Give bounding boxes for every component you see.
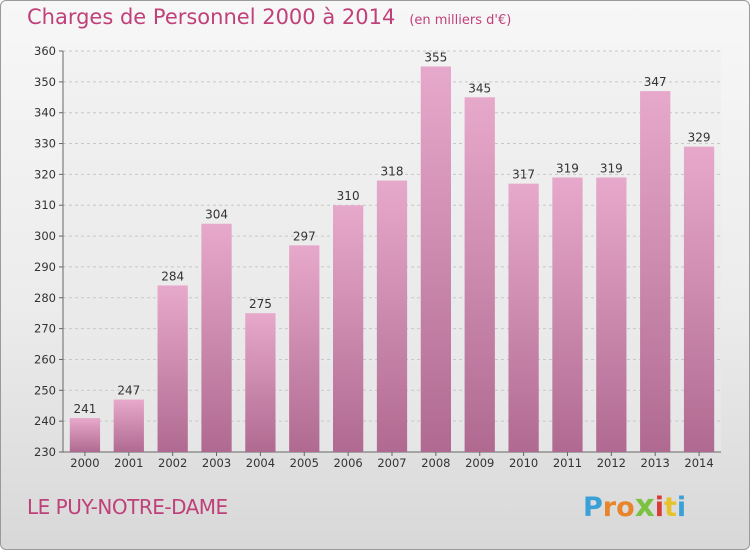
y-tick-label: 330 <box>34 137 56 151</box>
value-label-2014: 329 <box>688 131 711 145</box>
value-label-2008: 355 <box>424 50 447 64</box>
x-tick-label-2002: 2002 <box>158 456 187 470</box>
value-label-2004: 275 <box>249 297 272 311</box>
bar-2000 <box>69 418 101 452</box>
y-tick-label: 320 <box>34 167 56 181</box>
x-tick-label-2009: 2009 <box>465 456 494 470</box>
bar-2003 <box>201 223 232 452</box>
value-label-2009: 345 <box>468 81 491 95</box>
bar-2010 <box>508 183 539 452</box>
y-tick-label: 260 <box>34 352 56 366</box>
chart-title-text: Charges de Personnel 2000 à 2014 <box>27 5 396 29</box>
y-tick-label: 310 <box>34 198 56 212</box>
bar-2004 <box>245 313 276 452</box>
logo-letter: r <box>602 492 617 523</box>
y-tick-label: 300 <box>34 229 56 243</box>
x-tick-label-2005: 2005 <box>290 456 319 470</box>
logo-letter: o <box>616 492 635 523</box>
logo-letter: i <box>676 492 687 523</box>
value-label-2010: 317 <box>512 168 535 182</box>
x-tick-label-2012: 2012 <box>597 456 626 470</box>
value-label-2011: 319 <box>556 161 579 175</box>
bar-2013 <box>640 91 671 452</box>
logo-letter: i <box>654 492 664 523</box>
y-tick-label: 250 <box>34 383 56 397</box>
value-label-2006: 310 <box>337 189 360 203</box>
y-tick-label: 350 <box>34 75 56 89</box>
value-label-2003: 304 <box>205 208 228 222</box>
y-tick-label: 360 <box>34 44 56 58</box>
x-tick-label-2006: 2006 <box>333 456 362 470</box>
y-tick-label: 230 <box>34 445 56 459</box>
logo-letter: P <box>583 492 603 523</box>
x-tick-label-2004: 2004 <box>246 456 275 470</box>
x-tick-label-2000: 2000 <box>70 456 99 470</box>
chart-title: Charges de Personnel 2000 à 2014 (en mill… <box>27 5 511 29</box>
commune-name: LE PUY-NOTRE-DAME <box>27 495 228 519</box>
y-tick-label: 340 <box>34 106 56 120</box>
bar-2014 <box>683 146 715 452</box>
x-tick-label-2003: 2003 <box>202 456 231 470</box>
bar-2008 <box>420 66 452 452</box>
logo-letter: t <box>663 492 677 523</box>
x-tick-label-2011: 2011 <box>553 456 582 470</box>
bar-2002 <box>157 285 188 452</box>
x-tick-label-2013: 2013 <box>641 456 670 470</box>
bar-2009 <box>464 97 495 453</box>
proxiti-logo: Proxiti <box>583 488 686 524</box>
value-label-2000: 241 <box>73 402 96 416</box>
value-label-2013: 347 <box>644 75 667 89</box>
bar-2011 <box>552 177 583 452</box>
bar-2006 <box>332 205 364 452</box>
bar-2007 <box>376 180 408 453</box>
y-tick-label: 270 <box>34 322 56 336</box>
x-tick-label-2010: 2010 <box>509 456 538 470</box>
x-tick-label-2007: 2007 <box>377 456 406 470</box>
logo-letter: x <box>634 488 655 524</box>
bar-2001 <box>113 399 144 452</box>
y-tick-label: 240 <box>34 414 56 428</box>
value-label-2007: 318 <box>381 165 404 179</box>
value-label-2005: 297 <box>293 229 316 243</box>
bar-2012 <box>596 177 627 452</box>
plot-area: 230 240 250 260 270 280 290 300 310 320 330 340 350 3… <box>34 44 721 470</box>
value-label-2012: 319 <box>600 161 623 175</box>
value-label-2001: 247 <box>117 384 140 398</box>
x-tick-label-2001: 2001 <box>114 456 143 470</box>
y-tick-label: 280 <box>34 291 56 305</box>
x-tick-label-2008: 2008 <box>421 456 450 470</box>
chart-subtitle: (en milliers d'€) <box>409 13 512 28</box>
value-label-2002: 284 <box>161 269 184 283</box>
x-tick-label-2014: 2014 <box>684 456 713 470</box>
bar-2005 <box>289 245 320 452</box>
y-tick-label: 290 <box>34 260 56 274</box>
